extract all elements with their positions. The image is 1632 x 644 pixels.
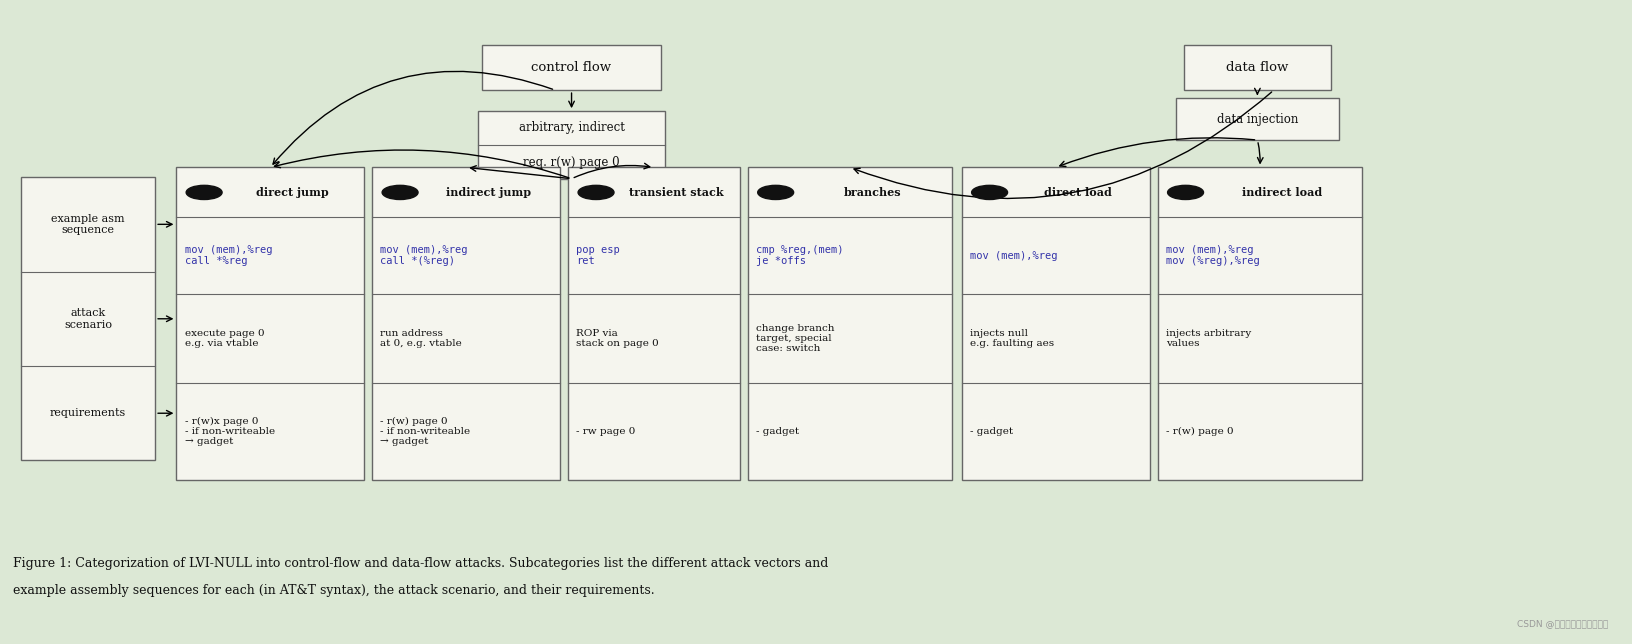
FancyBboxPatch shape [477,111,666,178]
Text: - r(w) page 0
- if non-writeable
→ gadget: - r(w) page 0 - if non-writeable → gadge… [380,417,470,446]
Text: transient stack: transient stack [628,187,723,198]
Text: ROP via
stack on page 0: ROP via stack on page 0 [576,328,659,348]
Text: pop esp
ret: pop esp ret [576,245,620,267]
Text: control flow: control flow [530,61,612,74]
Text: attack
scenario: attack scenario [64,308,113,330]
FancyBboxPatch shape [481,45,661,90]
Text: arbitrary, indirect: arbitrary, indirect [519,121,623,134]
Circle shape [186,185,222,200]
Text: data injection: data injection [1216,113,1297,126]
Text: indirect load: indirect load [1240,187,1322,198]
Text: mov (mem),%reg
mov (%reg),%reg: mov (mem),%reg mov (%reg),%reg [1165,245,1258,267]
FancyBboxPatch shape [1157,167,1361,480]
Circle shape [578,185,614,200]
Circle shape [757,185,793,200]
Text: change branch
target, special
case: switch: change branch target, special case: swit… [756,323,834,354]
Circle shape [382,185,418,200]
Text: Figure 1: Categorization of LVI-NULL into control-flow and data-flow attacks. Su: Figure 1: Categorization of LVI-NULL int… [13,557,827,570]
FancyBboxPatch shape [372,167,560,480]
Text: injects null
e.g. faulting aes: injects null e.g. faulting aes [969,328,1054,348]
Text: injects arbitrary
values: injects arbitrary values [1165,328,1250,348]
Text: indirect jump: indirect jump [446,187,530,198]
Text: - r(w) page 0: - r(w) page 0 [1165,427,1232,436]
Text: direct load: direct load [1043,187,1111,198]
Text: - gadget: - gadget [969,427,1012,436]
Circle shape [1167,185,1203,200]
Text: data flow: data flow [1226,61,1288,74]
FancyBboxPatch shape [176,167,364,480]
Text: 4: 4 [772,188,778,197]
Text: mov (mem),%reg
call *(%reg): mov (mem),%reg call *(%reg) [380,245,468,267]
Text: direct jump: direct jump [256,187,328,198]
FancyBboxPatch shape [1175,99,1338,140]
Text: - rw page 0: - rw page 0 [576,427,635,436]
Text: branches: branches [842,187,901,198]
FancyBboxPatch shape [21,177,155,460]
Text: requirements: requirements [51,408,126,418]
FancyBboxPatch shape [1183,45,1330,90]
Text: mov (mem),%reg: mov (mem),%reg [969,251,1058,261]
Text: example assembly sequences for each (in AT&T syntax), the attack scenario, and t: example assembly sequences for each (in … [13,584,654,597]
Text: CSDN @粥粥润少女的拧发条马: CSDN @粥粥润少女的拧发条马 [1516,619,1608,628]
FancyBboxPatch shape [961,167,1149,480]
Text: req. r(w) page 0: req. r(w) page 0 [522,156,620,169]
Circle shape [971,185,1007,200]
Text: execute page 0
e.g. via vtable: execute page 0 e.g. via vtable [184,328,264,348]
Text: cmp %reg,(mem)
je *offs: cmp %reg,(mem) je *offs [756,245,844,267]
Text: 5: 5 [986,188,992,197]
FancyBboxPatch shape [568,167,739,480]
Text: run address
at 0, e.g. vtable: run address at 0, e.g. vtable [380,328,462,348]
Text: example asm
sequence: example asm sequence [51,214,126,235]
Text: - r(w)x page 0
- if non-writeable
→ gadget: - r(w)x page 0 - if non-writeable → gadg… [184,417,274,446]
Text: - gadget: - gadget [756,427,798,436]
Text: 6: 6 [1182,188,1188,197]
Text: 2: 2 [397,188,403,197]
Text: 3: 3 [592,188,599,197]
FancyBboxPatch shape [747,167,951,480]
Text: 1: 1 [201,188,207,197]
Text: mov (mem),%reg
call *%reg: mov (mem),%reg call *%reg [184,245,273,267]
